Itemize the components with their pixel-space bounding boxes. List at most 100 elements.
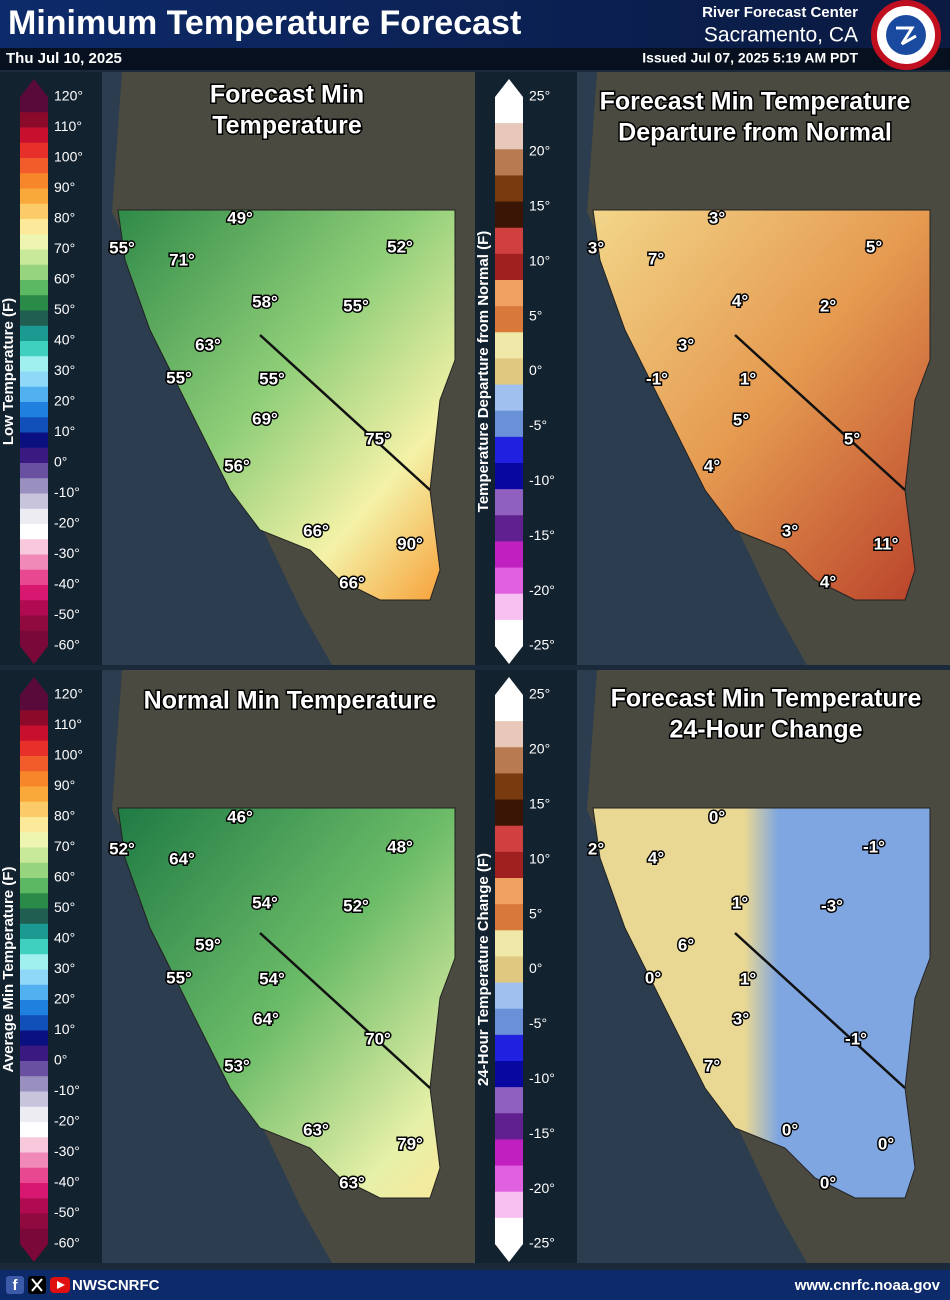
legend-swatch (495, 567, 523, 595)
map-label: 2° (820, 296, 836, 315)
map-label: 54° (252, 893, 278, 912)
legend-swatch (20, 1015, 48, 1031)
map-label: 4° (648, 848, 664, 867)
legend-swatch (20, 97, 48, 113)
legend-tick-label: 20° (54, 991, 75, 1007)
legend-swatch (20, 524, 48, 540)
legend-tick-label: 40° (54, 332, 75, 348)
legend-swatch (20, 725, 48, 742)
legend-swatch (495, 1034, 523, 1062)
map-label: 64° (253, 1009, 279, 1028)
map-label: 55° (259, 369, 285, 388)
legend-swatch (20, 447, 48, 464)
legend-tick-label: 50° (54, 301, 75, 317)
map-label: 5° (866, 237, 882, 256)
map-label: 56° (224, 456, 250, 475)
legend-swatch (20, 158, 48, 174)
legend-arrow-top (495, 79, 523, 97)
legend-swatch (20, 771, 48, 787)
legend-swatch (495, 123, 523, 150)
legend-swatch (495, 773, 523, 801)
legend-swatch (20, 969, 48, 986)
legend-swatch (20, 493, 48, 510)
panel-title: Forecast Min (210, 81, 364, 109)
map-label: 0° (820, 1173, 836, 1192)
nws-logo (871, 0, 941, 70)
panel-title: Forecast Min Temperature (600, 88, 911, 116)
map-label: 3° (733, 1009, 749, 1028)
map-label: 4° (820, 572, 836, 591)
map-label: 3° (678, 335, 694, 354)
legend-swatch (495, 280, 523, 307)
legend-swatch (20, 1152, 48, 1169)
legend-tick-label: 110° (54, 716, 82, 732)
legend-swatch (20, 1061, 48, 1077)
facebook-icon[interactable] (6, 1276, 24, 1294)
legend-tick-label: -10° (54, 484, 80, 500)
legend-bg (475, 72, 577, 665)
map-label: 55° (343, 296, 369, 315)
legend-tick-label: 120° (54, 686, 83, 702)
center: River Forecast Center (702, 4, 858, 21)
legend-tick-label: -60° (54, 1235, 80, 1251)
legend-arrow-top (20, 79, 48, 97)
legend-swatch (495, 799, 523, 827)
state-area (592, 807, 931, 1199)
state-area (117, 209, 456, 601)
legend-swatch (20, 954, 48, 970)
map-label: 1° (740, 969, 756, 988)
legend-tick-label: -25° (529, 1235, 555, 1251)
map-label: 70° (365, 1029, 391, 1048)
map-label: -1° (845, 1029, 867, 1048)
state-border (734, 334, 906, 491)
legend-tick-label: -5° (529, 417, 547, 433)
legend-swatch (20, 801, 48, 818)
legend-arrow-top (495, 677, 523, 695)
legend-tick-label: 0° (54, 1052, 67, 1068)
legend-tick-label: 0° (529, 362, 542, 378)
legend-tick-label: 110° (54, 118, 82, 134)
legend-swatch (20, 386, 48, 403)
legend-swatch (495, 1113, 523, 1140)
legend-tick-label: -20° (54, 1113, 80, 1129)
legend-bg (0, 670, 102, 1263)
legend-tick-label: 70° (54, 240, 75, 256)
legend-swatch (20, 188, 48, 205)
map-label: 59° (195, 935, 221, 954)
location: Sacramento, CA (704, 24, 858, 47)
legend-tick-label: 0° (54, 454, 67, 470)
website[interactable]: www.cnrfc.noaa.gov (794, 1277, 941, 1294)
legend-swatch (20, 1076, 48, 1092)
legend-swatch (20, 600, 48, 616)
map-label: 55° (166, 368, 192, 387)
legend-tick-label: -40° (54, 1174, 80, 1190)
legend-swatch (20, 127, 48, 144)
legend-swatch (20, 341, 48, 357)
legend-tick-label: 100° (54, 747, 83, 763)
legend-tick-label: 50° (54, 899, 75, 915)
legend-tick-label: 100° (54, 149, 83, 165)
legend-tick-label: 15° (529, 198, 550, 214)
map-panel: Normal Min Temperature 46° 52° 64° 48° 54° 52°… (102, 670, 475, 1263)
legend-tick-label: -20° (529, 1180, 555, 1196)
issued: Issued Jul 07, 2025 5:19 AM PDT (642, 50, 858, 66)
map-label: 79° (397, 1134, 423, 1153)
legend-swatch (495, 149, 523, 176)
legend-swatch (495, 904, 523, 931)
legend-swatch (495, 982, 523, 1010)
legend-swatch (495, 227, 523, 255)
map-label: 1° (732, 893, 748, 912)
map-label: 4° (704, 456, 720, 475)
legend-tick-label: -15° (529, 1125, 555, 1141)
legend-swatch (20, 463, 48, 479)
map-label: 54° (259, 969, 285, 988)
title: Minimum Temperature Forecast (8, 4, 521, 42)
legend-swatch (20, 893, 48, 909)
map-label: 7° (704, 1056, 720, 1075)
map-label: 69° (252, 409, 278, 428)
legend-swatch (20, 847, 48, 864)
legend-swatch (20, 615, 48, 632)
legend-swatch (20, 417, 48, 433)
legend-swatch (495, 410, 523, 438)
legend-tick-label: 5° (529, 307, 542, 323)
